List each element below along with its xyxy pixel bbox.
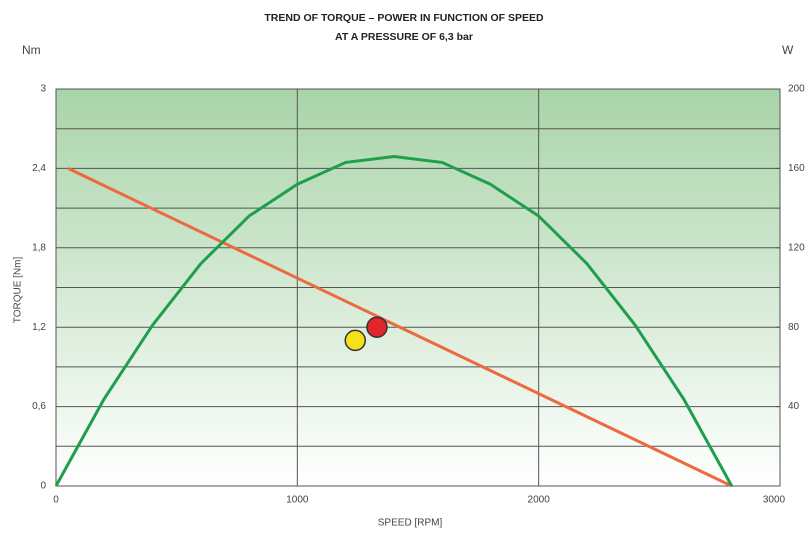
x-tick-label: 3000 [763, 495, 786, 506]
y-tick-label: 1,2 [32, 322, 46, 333]
x-tick-label: 0 [53, 495, 59, 506]
operating-point [344, 329, 367, 352]
y-tick-label: 1,8 [32, 242, 46, 253]
y-tick-label: 2,4 [32, 163, 46, 174]
x-tick-label: 1000 [286, 495, 309, 506]
chart-subtitle: AT A PRESSURE OF 6,3 bar [335, 31, 473, 43]
plot-border [55, 88, 781, 487]
y2-tick-label: 160 [788, 163, 805, 174]
y-unit: Nm [22, 43, 41, 57]
y-axis-label: TORQUE [Nm] [13, 257, 24, 324]
y-tick-label: 0 [40, 481, 46, 492]
y2-tick-label: 80 [788, 322, 800, 333]
y-tick-label: 3 [40, 84, 46, 95]
y-tick-label: 0,6 [32, 401, 46, 412]
chart-title: TREND OF TORQUE – POWER IN FUNCTION OF S… [264, 12, 544, 24]
series-line [67, 167, 733, 488]
y2-tick-label: 200 [788, 84, 805, 95]
y2-tick-label: 40 [788, 401, 800, 412]
series-line [54, 154, 734, 487]
x-axis-label: SPEED [RPM] [378, 518, 443, 529]
y2-unit: W [782, 43, 794, 57]
operating-point [366, 316, 388, 338]
y2-tick-label: 120 [788, 242, 805, 253]
x-tick-label: 2000 [528, 495, 551, 506]
